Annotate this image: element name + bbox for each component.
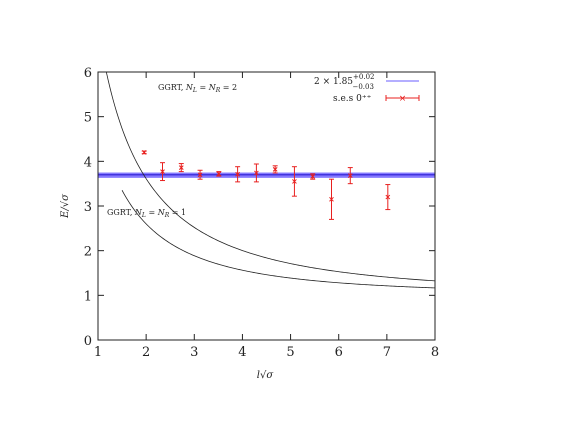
data-point (178, 163, 184, 173)
y-axis-title: E/√σ (60, 193, 71, 219)
marker-stroke (160, 169, 165, 174)
data-point (235, 166, 241, 183)
curve-layer (106, 72, 436, 289)
ggrt-curve-nl2 (106, 72, 436, 282)
x-tick-label: 8 (431, 345, 439, 360)
marker-stroke (292, 179, 297, 184)
data-point (310, 173, 316, 180)
data-point (291, 166, 297, 197)
marker-stroke (197, 172, 203, 178)
marker-stroke (310, 174, 316, 179)
data-point (253, 163, 259, 183)
curve-label-nl2: GGRT, NL = NR = 2 (158, 83, 237, 94)
y-tick-label: 5 (84, 111, 92, 126)
marker-stroke (347, 173, 353, 178)
marker-stroke (235, 171, 240, 177)
plot-frame (97, 71, 436, 341)
x-axis-title: l√σ (257, 370, 275, 381)
data-point (197, 169, 203, 180)
y-tick-label: 6 (84, 66, 92, 81)
marker-stroke (216, 171, 222, 177)
y-tick-label: 2 (84, 245, 92, 260)
band-layer (98, 172, 435, 178)
x-tick-label: 4 (238, 345, 246, 360)
point-layer (141, 150, 391, 220)
x-tick-label: 6 (335, 345, 343, 360)
y-tick-label: 0 (84, 334, 92, 349)
y-tick-label: 4 (84, 155, 92, 170)
legend-series-swatch: × (385, 94, 420, 104)
y-tick-label: 1 (84, 289, 92, 304)
x-tick-label: 2 (142, 345, 150, 360)
svg-text:×: × (399, 94, 407, 104)
data-point (272, 165, 278, 174)
marker-stroke (272, 167, 278, 172)
data-point (328, 178, 334, 220)
marker-stroke (254, 170, 259, 176)
legend-band-label: 2 × 1.85+0.02 −0.03 (314, 73, 374, 91)
legend: 2 × 1.85+0.02 −0.03 s.e.s 0⁺⁺ × (314, 73, 420, 104)
marker-stroke (385, 194, 391, 200)
x-tick-label: 1 (94, 345, 102, 360)
x-tick-label: 5 (286, 345, 294, 360)
marker-stroke (141, 150, 147, 155)
x-tick-label: 3 (190, 345, 198, 360)
data-point (216, 171, 222, 177)
data-point (385, 184, 391, 211)
data-point (347, 167, 353, 185)
data-point (160, 162, 166, 182)
x-tick-label: 7 (383, 345, 391, 360)
curve-label-nl1: GGRT, NL = NR = 1 (107, 208, 186, 219)
data-point (141, 150, 147, 155)
marker-stroke (329, 196, 334, 202)
marker-stroke (178, 165, 184, 170)
legend-series-label: s.e.s 0⁺⁺ (333, 94, 372, 104)
ggrt-curve-nl1 (121, 190, 436, 289)
y-tick-label: 3 (84, 200, 92, 215)
